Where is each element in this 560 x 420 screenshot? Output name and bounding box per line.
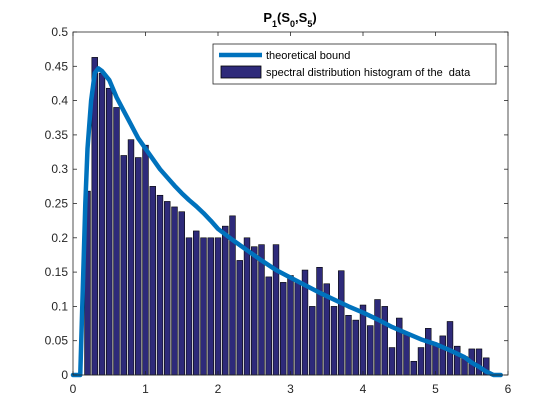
histogram-bar (243, 237, 251, 376)
y-tick-label: 0.05 (45, 334, 69, 348)
y-tick-label: 0.45 (45, 59, 69, 73)
y-tick-label: 0.15 (45, 265, 69, 279)
chart-title: P1(S0,S5) (263, 10, 316, 29)
histogram-bar (251, 246, 258, 376)
histogram-bar (374, 299, 381, 376)
y-tick-label: 0.2 (51, 231, 68, 245)
legend: theoretical bound spectral distribution … (212, 43, 497, 85)
histogram-bar (98, 72, 106, 376)
histogram-bar (338, 270, 345, 376)
x-tick-label: 1 (142, 382, 149, 396)
histogram-bar (425, 328, 432, 376)
histogram-bar (352, 319, 359, 376)
histogram-bar (345, 315, 352, 376)
y-tick-label: 0.35 (45, 128, 69, 142)
theoretical-bound-line (70, 66, 503, 378)
histogram-bar (294, 282, 301, 376)
histogram-bar (214, 237, 222, 376)
histogram-bar (388, 347, 396, 376)
histogram-bar (265, 276, 272, 376)
histogram-bar (396, 317, 403, 376)
x-tick-label: 4 (360, 382, 367, 396)
histogram-bar (200, 237, 207, 376)
y-axis: 0 0.05 0.1 0.15 0.2 0.25 0.3 0.35 0.4 0.45 0.5 (45, 25, 508, 382)
histogram-bar (142, 144, 149, 376)
y-tick-label: 0.5 (51, 25, 68, 39)
histogram-bar (287, 275, 294, 376)
histogram-bar (164, 201, 171, 376)
histogram-bar (222, 225, 229, 376)
x-tick-label: 5 (432, 382, 439, 396)
histogram-bar (127, 139, 135, 376)
legend-label-histogram: spectral distribution histogram of the d… (266, 67, 471, 79)
histogram-bar (156, 194, 164, 376)
histogram-bar (171, 206, 178, 376)
histogram-bar (193, 230, 200, 376)
x-tick-label: 3 (287, 382, 294, 396)
histogram-bar (272, 244, 280, 376)
histogram-bar (432, 345, 439, 376)
histogram-bar (330, 306, 338, 376)
histogram-bar (280, 282, 287, 376)
histogram-bar (120, 155, 127, 376)
histogram-bar (309, 306, 316, 376)
x-tick-label: 6 (505, 382, 512, 396)
histogram-bar (410, 360, 417, 376)
histogram-bar (367, 325, 374, 376)
histogram-bar (113, 107, 120, 376)
histogram-bar (316, 266, 323, 376)
histogram-bar (475, 348, 483, 376)
y-tick-label: 0.1 (51, 299, 68, 313)
y-tick-label: 0.3 (51, 162, 68, 176)
histogram-bar (381, 306, 388, 376)
y-tick-label: 0.4 (51, 94, 68, 108)
y-tick-label: 0.25 (45, 197, 69, 211)
histogram-bar (106, 87, 113, 376)
histogram-bar (185, 237, 193, 376)
histogram-bar (135, 157, 142, 376)
histogram-bar (417, 347, 425, 376)
histogram-bar (207, 237, 214, 376)
histogram-bar (178, 211, 185, 376)
histogram-bar (403, 332, 410, 376)
x-axis: 0 1 2 3 4 5 6 (70, 32, 512, 396)
y-tick-label: 0 (61, 368, 68, 382)
histogram-bar (149, 186, 156, 376)
legend-bar-swatch (220, 65, 262, 79)
histogram-bar (236, 260, 243, 376)
theoretical-bound-polyline (70, 66, 503, 378)
x-tick-label: 0 (70, 382, 77, 396)
x-tick-label: 2 (215, 382, 222, 396)
legend-label-theoretical-bound: theoretical bound (266, 50, 350, 62)
histogram-bar (439, 335, 446, 376)
